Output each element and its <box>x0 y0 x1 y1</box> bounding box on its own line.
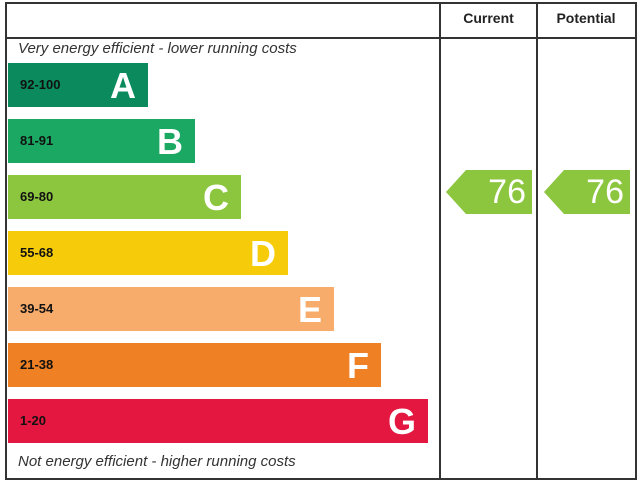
band-bar-a: 92-100 A <box>8 63 148 107</box>
bottom-note: Not energy efficient - higher running co… <box>18 453 296 470</box>
band-letter: E <box>297 289 322 330</box>
column-divider <box>536 2 538 478</box>
current-rating-arrow: 76 <box>446 170 532 214</box>
band-bar-g: 1-20 G <box>8 399 428 443</box>
current-header: Current <box>463 10 514 26</box>
band-letter: G <box>387 401 416 442</box>
band-range: 81-91 <box>20 133 54 148</box>
top-note: Very energy efficient - lower running co… <box>18 40 297 57</box>
band-range: 21-38 <box>20 357 54 372</box>
band-bar-d: 55-68 D <box>8 231 288 275</box>
epc-chart-frame <box>5 2 637 480</box>
potential-rating-arrow: 76 <box>544 170 630 214</box>
band-range: 69-80 <box>20 189 54 204</box>
header-divider <box>5 37 635 39</box>
band-range: 1-20 <box>20 413 47 428</box>
band-bar-e: 39-54 E <box>8 287 334 331</box>
current-rating-value: 76 <box>488 173 526 211</box>
band-letter: F <box>347 345 369 386</box>
band-range: 92-100 <box>20 77 61 92</box>
column-divider <box>439 2 441 478</box>
band-bar-b: 81-91 B <box>8 119 195 163</box>
potential-rating-value: 76 <box>586 173 624 211</box>
band-letter: D <box>250 233 276 274</box>
band-letter: A <box>110 65 136 106</box>
band-letter: B <box>157 121 183 162</box>
band-range: 39-54 <box>20 301 54 316</box>
arrow-shape <box>446 170 532 214</box>
potential-header: Potential <box>556 10 616 26</box>
band-range: 55-68 <box>20 245 54 260</box>
arrow-shape <box>544 170 630 214</box>
band-letter: C <box>203 177 229 218</box>
band-bar-f: 21-38 F <box>8 343 381 387</box>
band-bar-c: 69-80 C <box>8 175 241 219</box>
